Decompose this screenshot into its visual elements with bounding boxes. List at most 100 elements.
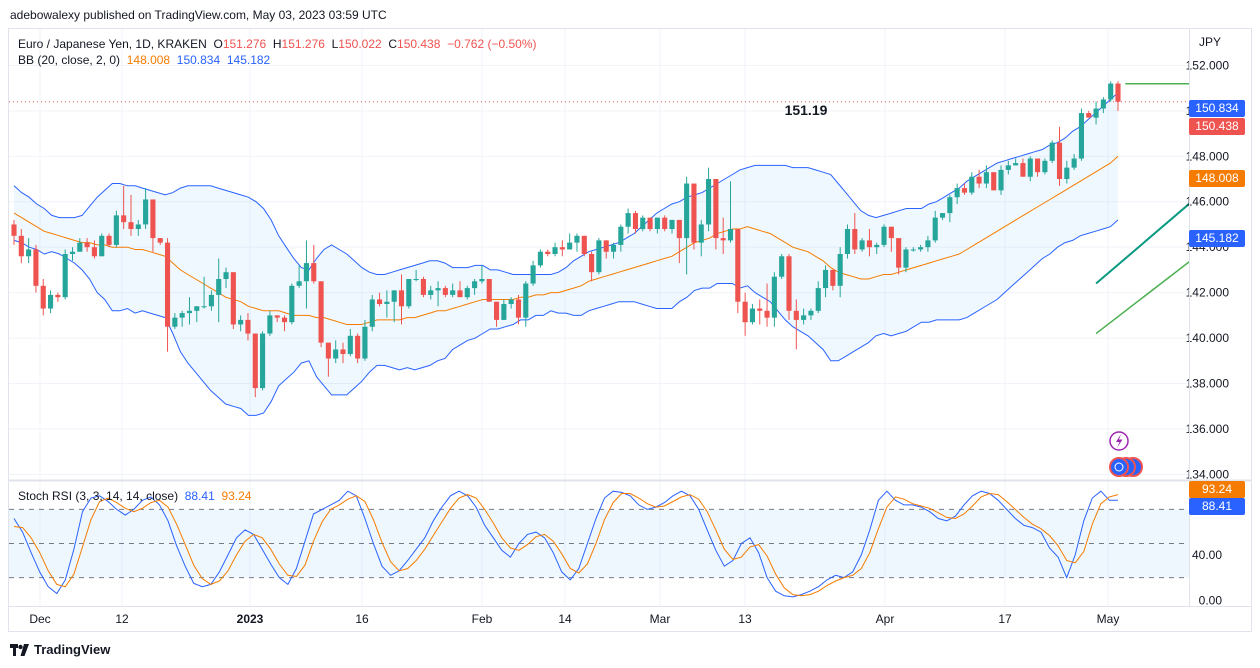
globe-icon[interactable] bbox=[1109, 457, 1129, 477]
candle bbox=[947, 194, 953, 223]
candle bbox=[77, 238, 83, 252]
candle-body bbox=[691, 183, 697, 243]
candle-body bbox=[1093, 108, 1099, 118]
open-value: 151.276 bbox=[222, 37, 267, 51]
rsi-k-price-tag: 88.41 bbox=[1189, 498, 1245, 515]
candle bbox=[910, 247, 916, 252]
close-label: C bbox=[388, 37, 398, 51]
rsi-tick-label: 40.00 bbox=[1192, 548, 1222, 562]
candle bbox=[143, 188, 149, 229]
candle bbox=[150, 199, 156, 252]
candle bbox=[684, 176, 690, 275]
candle-body bbox=[55, 294, 61, 298]
candle-body bbox=[223, 272, 229, 279]
candle-body bbox=[281, 317, 288, 323]
candle bbox=[69, 247, 76, 261]
candle bbox=[1078, 108, 1085, 161]
candle bbox=[362, 319, 368, 361]
candle-body bbox=[238, 319, 244, 325]
alert-icons[interactable] bbox=[1109, 431, 1143, 477]
candle-body bbox=[530, 265, 536, 284]
candle bbox=[874, 242, 880, 254]
candle-body bbox=[515, 299, 522, 318]
candle-body bbox=[47, 294, 54, 309]
candle-body bbox=[128, 222, 134, 229]
candle bbox=[281, 315, 288, 332]
candle bbox=[720, 217, 726, 254]
candle bbox=[822, 265, 829, 298]
candle-body bbox=[230, 272, 236, 325]
candle bbox=[84, 238, 90, 252]
bollinger-basis-line bbox=[13, 155, 1119, 325]
candle-body bbox=[589, 254, 595, 273]
candle bbox=[172, 313, 178, 329]
candle-body bbox=[457, 290, 463, 298]
candle bbox=[238, 315, 244, 332]
candle-body bbox=[318, 281, 324, 343]
footer[interactable]: TradingView bbox=[10, 642, 110, 657]
top-bar: adebowalexy published on TradingView.com… bbox=[0, 0, 1260, 28]
candle bbox=[47, 290, 54, 314]
candle-body bbox=[969, 176, 975, 193]
candle-body bbox=[493, 301, 500, 320]
candle-body bbox=[961, 188, 968, 193]
candle bbox=[742, 292, 748, 336]
time-tick-label: Feb bbox=[472, 612, 493, 626]
candle-body bbox=[684, 183, 690, 239]
candle-body bbox=[325, 342, 331, 359]
candle bbox=[647, 217, 653, 232]
candle bbox=[479, 265, 485, 284]
candle-body bbox=[369, 299, 375, 327]
candle bbox=[486, 279, 492, 302]
candle-body bbox=[654, 217, 660, 229]
candle-body bbox=[428, 290, 434, 295]
candle-body bbox=[647, 217, 653, 229]
close-value: 150.438 bbox=[397, 37, 441, 51]
candle-body bbox=[135, 224, 141, 229]
candle-body bbox=[472, 281, 478, 289]
candle-body bbox=[1049, 142, 1055, 161]
candle-body bbox=[779, 256, 785, 277]
bb-upper-value: 150.834 bbox=[176, 53, 221, 67]
candle bbox=[274, 315, 280, 323]
candle bbox=[508, 297, 514, 309]
candle bbox=[830, 269, 836, 291]
candle-body bbox=[201, 306, 207, 308]
candle bbox=[355, 333, 361, 364]
candle-body bbox=[435, 288, 441, 291]
candle bbox=[245, 313, 251, 341]
candle-body bbox=[1035, 158, 1041, 173]
candle-body bbox=[574, 235, 580, 243]
candle bbox=[640, 215, 646, 232]
candle-body bbox=[1108, 83, 1114, 100]
candle-body bbox=[179, 313, 185, 318]
candle-body bbox=[150, 199, 156, 239]
candle bbox=[515, 294, 522, 325]
candle bbox=[771, 272, 777, 327]
candle bbox=[961, 183, 968, 195]
candle-body bbox=[406, 279, 412, 307]
mid-band-price-tag: 148.008 bbox=[1189, 170, 1245, 187]
candle bbox=[303, 240, 310, 309]
candle bbox=[208, 290, 214, 311]
candle bbox=[852, 213, 858, 254]
rsi-tick-label: 0.00 bbox=[1199, 593, 1223, 607]
bb-label: BB (20, close, 2, 0) bbox=[18, 53, 121, 67]
candle bbox=[1049, 140, 1055, 164]
price-tick-label: 138.000 bbox=[1186, 377, 1230, 391]
candle bbox=[969, 172, 975, 195]
candle bbox=[406, 279, 412, 309]
lightning-icon-bolt bbox=[1116, 434, 1123, 448]
candle bbox=[435, 281, 441, 307]
candle-body bbox=[786, 256, 792, 311]
chart-frame[interactable] bbox=[8, 28, 1252, 632]
candle-body bbox=[910, 249, 916, 251]
candle-body bbox=[362, 326, 368, 359]
candle bbox=[1035, 158, 1041, 177]
bb-lower-value: 145.182 bbox=[226, 53, 271, 67]
candle bbox=[135, 219, 141, 236]
rsi-label: Stoch RSI (3, 3, 14, 14, close) bbox=[18, 489, 179, 503]
low-value: 150.022 bbox=[338, 37, 382, 51]
candle bbox=[369, 294, 375, 332]
